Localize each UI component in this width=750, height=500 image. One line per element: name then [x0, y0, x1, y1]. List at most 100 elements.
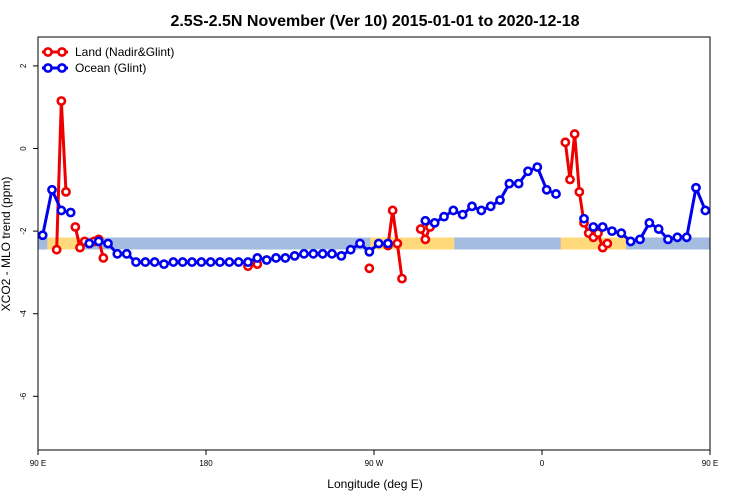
land-series-line [743, 101, 750, 250]
land-data-point [56, 96, 67, 106]
ocean-data-point [541, 184, 552, 195]
ocean-data-point [383, 238, 393, 249]
x-axis-label: Longitude (deg E) [327, 477, 422, 491]
land-data-point [415, 224, 426, 234]
ocean-data-point [271, 253, 281, 263]
land-data-point [98, 253, 109, 263]
plot-clip-group [38, 96, 750, 284]
y-tick-label: 2 [19, 63, 28, 68]
ocean-data-point [523, 166, 533, 177]
land-data-point [565, 174, 575, 185]
land-data-point [560, 137, 571, 148]
ocean-legend-label: Ocean (Glint) [75, 61, 146, 75]
ocean-data-point [233, 257, 244, 267]
ocean-data-point [429, 217, 440, 228]
land-data-point [364, 263, 375, 274]
land-data-point [70, 222, 81, 232]
ocean-data-point [439, 211, 449, 222]
land-series-line [55, 99, 68, 250]
ocean-data-point [280, 253, 291, 263]
ocean-data-point [243, 257, 253, 267]
land-legend-marker [43, 47, 53, 57]
ocean-data-point [84, 238, 95, 249]
ocean-data-point [336, 250, 347, 261]
ocean-data-point [196, 257, 207, 267]
ocean-data-point [187, 257, 197, 267]
ocean-data-point [485, 201, 496, 212]
ocean-data-point [373, 238, 384, 249]
ocean-data-point [149, 257, 160, 267]
x-tick-label: 90 E [30, 459, 46, 468]
x-tick-label: 90 W [365, 459, 384, 468]
ocean-data-point [168, 257, 179, 267]
ocean-data-point [495, 195, 505, 206]
ocean-data-point [504, 178, 515, 189]
land-data-point [61, 186, 71, 197]
land-legend-label: Land (Nadir&Glint) [75, 45, 174, 59]
ocean-data-point [448, 205, 459, 216]
ocean-data-point [177, 257, 188, 267]
land-series-line [563, 132, 609, 250]
ocean-data-point [103, 238, 113, 249]
land-data-point [739, 246, 746, 253]
ocean-series-line [733, 241, 750, 264]
ocean-data-point [140, 257, 151, 267]
ocean-data-point [467, 201, 477, 212]
ocean-data-point [93, 236, 104, 247]
land-data-point [574, 186, 585, 197]
ocean-data-point [730, 240, 737, 247]
ocean-data-point [644, 217, 655, 228]
ocean-data-point [420, 215, 431, 226]
land-data-point [392, 238, 403, 249]
x-tick-label: 0 [540, 459, 545, 468]
land-data-point [744, 97, 750, 104]
ocean-data-point [65, 207, 76, 218]
land-data-point [387, 205, 398, 216]
land-data-point [75, 242, 85, 253]
ocean-data-point [607, 226, 617, 237]
ocean-data-point [224, 257, 235, 267]
ocean-data-point [653, 224, 664, 234]
x-tick-label: 180 [199, 459, 213, 468]
ocean-data-point [681, 232, 692, 243]
ocean-data-point [159, 259, 169, 270]
ocean-data-point [261, 255, 272, 265]
ocean-data-point [720, 209, 727, 216]
x-tick-label: 90 E [702, 459, 718, 468]
ocean-data-point [597, 222, 608, 232]
ocean-data-point [355, 238, 365, 249]
land-data-point [51, 244, 62, 255]
land-legend-marker [57, 47, 67, 57]
ocean-data-point [112, 248, 123, 259]
ocean-data-point [635, 234, 645, 245]
legend: Land (Nadir&Glint) Ocean (Glint) [42, 45, 174, 75]
ocean-legend-marker [43, 63, 53, 73]
ocean-data-point [215, 257, 225, 267]
land-series-line [386, 208, 404, 279]
ocean-data-point [476, 205, 487, 216]
ocean-data-point [700, 205, 710, 216]
land-data-point [602, 238, 613, 249]
plot-area: 90 E 180 90 W 0 90 E 2 0 -2 -4 -6 Land (Nadir&Glin… [19, 36, 750, 468]
ocean-data-point [625, 236, 636, 247]
chart-title: 2.5S-2.5N November (Ver 10) 2015-01-01 t… [170, 13, 579, 30]
ocean-data-point [205, 257, 216, 267]
ocean-data-point [551, 189, 561, 199]
ocean-data-point [588, 222, 599, 232]
ocean-legend-marker [57, 63, 67, 73]
ocean-data-point [663, 234, 673, 245]
ocean-data-point [457, 209, 468, 220]
ocean-data-point [317, 248, 328, 259]
y-axis-label: XCO2 - MLO trend (ppm) [0, 177, 13, 312]
ocean-data-point [672, 232, 683, 243]
y-tick-label: 0 [19, 146, 28, 151]
ocean-data-point [691, 182, 701, 193]
ocean-data-point [131, 257, 141, 267]
land-data-point [569, 129, 580, 139]
ocean-data-point [364, 246, 375, 257]
ocean-data-point [579, 213, 589, 224]
ocean-data-point [299, 248, 309, 259]
ocean-data-point [616, 228, 627, 239]
ocean-data-point [56, 205, 67, 216]
